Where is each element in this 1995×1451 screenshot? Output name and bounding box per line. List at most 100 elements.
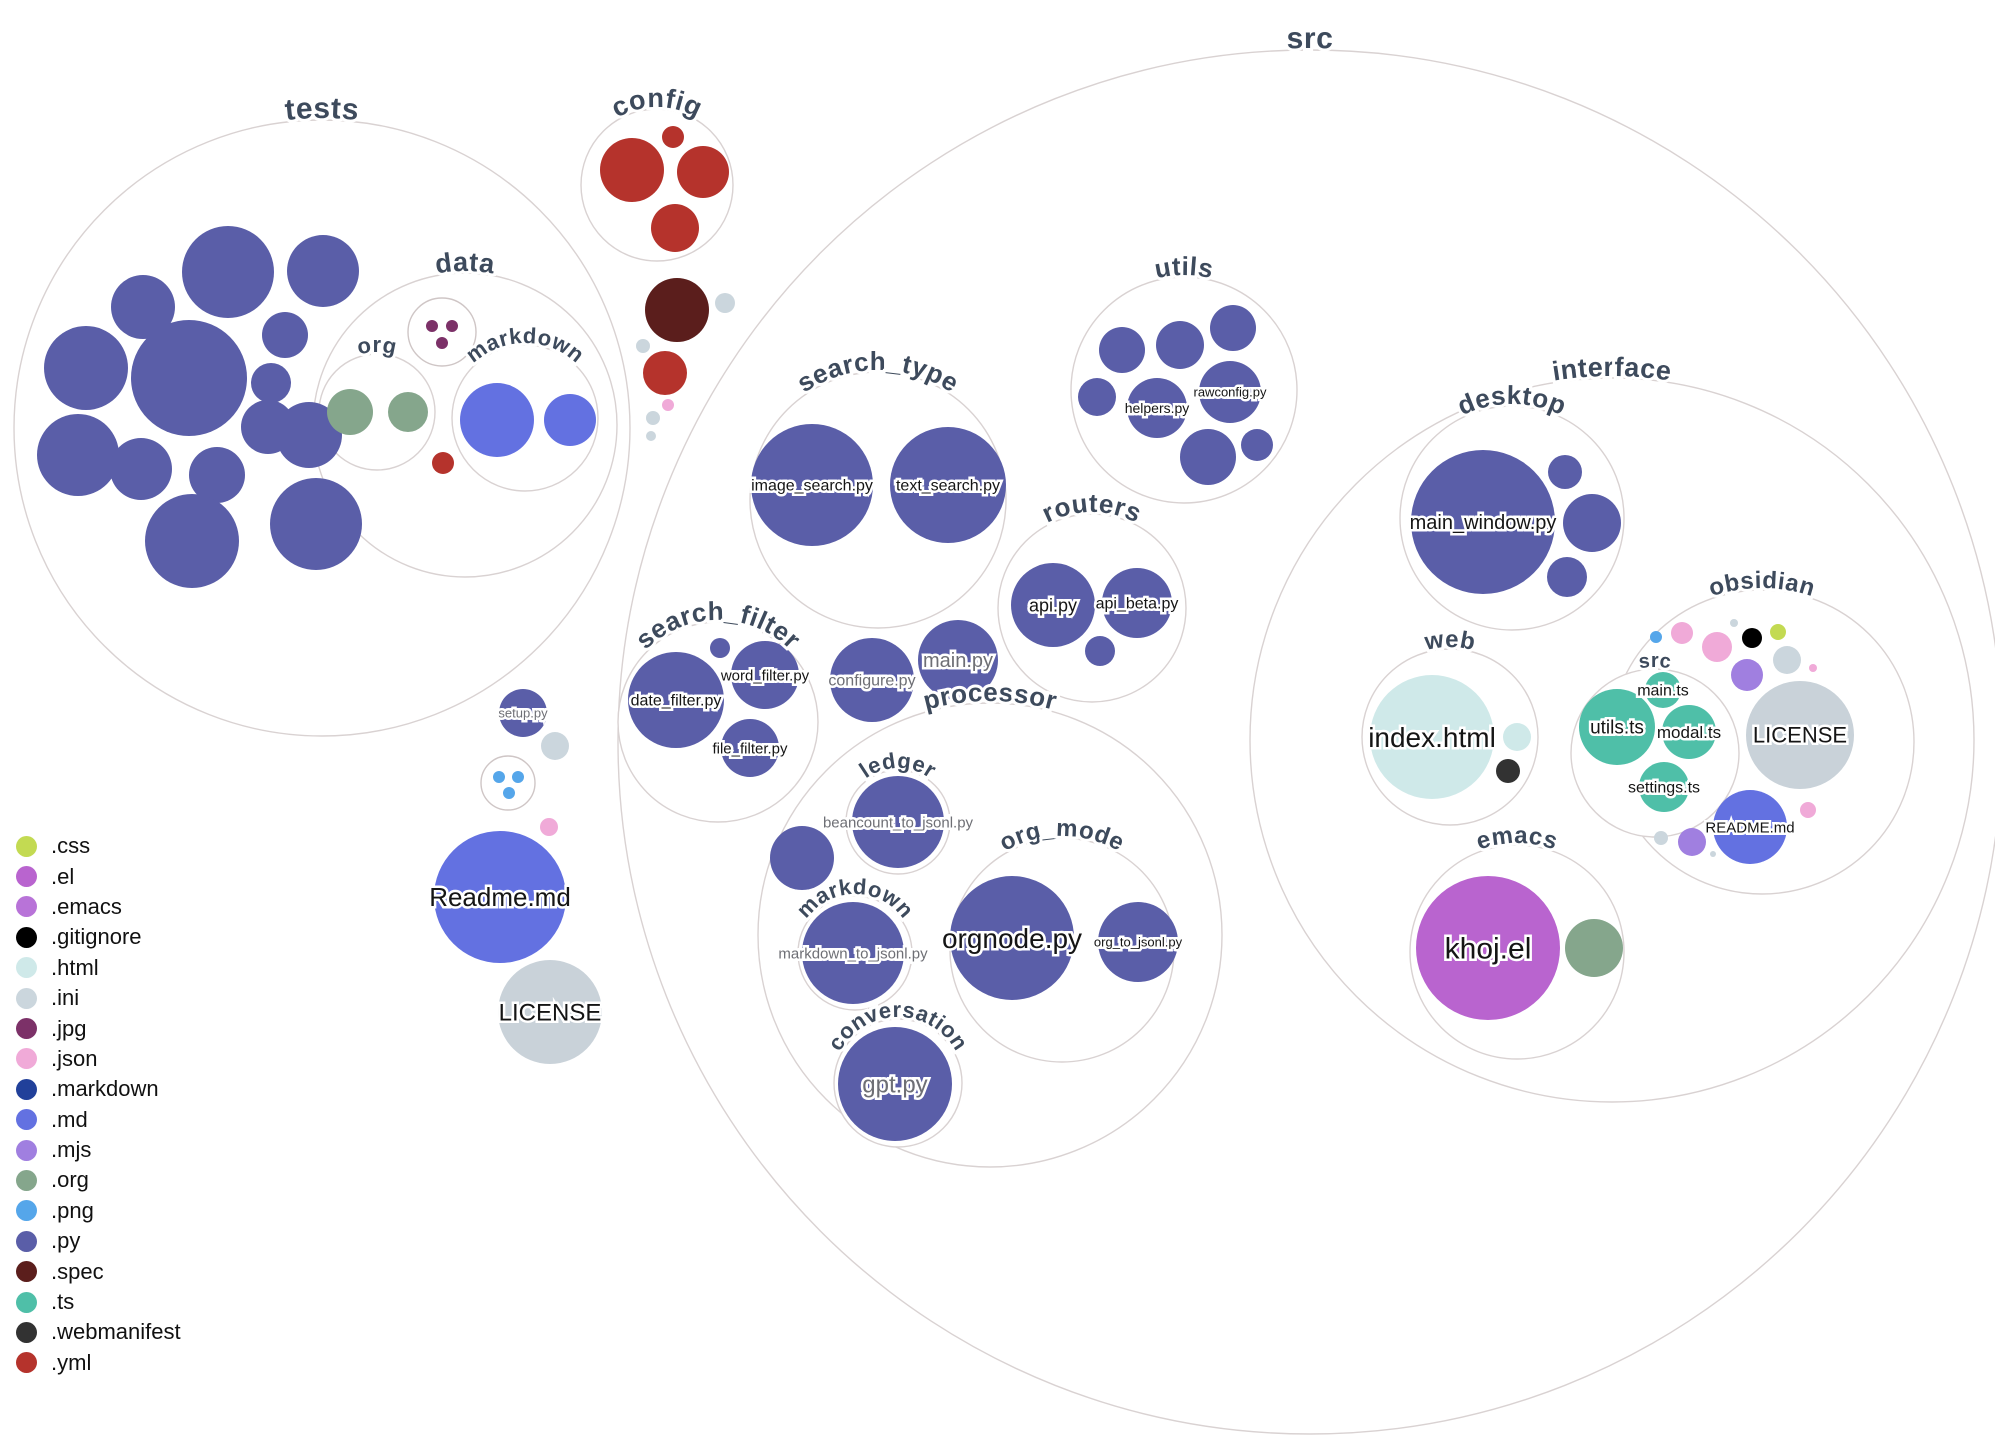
file-circle-webmanifest-file[interactable] (1496, 759, 1520, 783)
file-circle-ini-file[interactable] (1654, 831, 1668, 845)
file-circle-main_window.py[interactable] (1411, 450, 1555, 594)
file-circle-ini-file[interactable] (1730, 619, 1738, 627)
file-circle-main.ts[interactable] (1645, 672, 1681, 708)
file-circle-py-file[interactable] (1548, 455, 1582, 489)
file-circle-ini-file[interactable] (636, 339, 650, 353)
file-circle-py-file[interactable] (145, 494, 239, 588)
file-circle-ini-file[interactable] (646, 411, 660, 425)
file-circle-markdown_to_jsonl.py[interactable] (802, 902, 904, 1004)
folder-circle-data-jpg-group[interactable] (407, 297, 477, 367)
file-circle-ini-file[interactable] (1710, 851, 1716, 857)
file-circle-py-file[interactable] (110, 438, 172, 500)
file-circle-text_search.py[interactable] (890, 427, 1006, 543)
file-circle-yml-file[interactable] (643, 351, 687, 395)
file-circle-file_filter.py[interactable] (721, 719, 779, 777)
file-circle-ini-file[interactable] (541, 732, 569, 760)
file-circle-py-file[interactable] (770, 826, 834, 890)
file-circle-py-file[interactable] (1547, 557, 1587, 597)
file-label-word_filter.py: word_filter.py (720, 667, 810, 684)
file-circle-py-file[interactable] (1085, 636, 1115, 666)
file-circle-py-file[interactable] (1099, 327, 1145, 373)
file-circle-png-file[interactable] (493, 771, 505, 783)
file-circle-mjs-file[interactable] (1678, 828, 1706, 856)
file-circle-gitignore-file[interactable] (1742, 628, 1762, 648)
file-circle-py-file[interactable] (44, 326, 128, 410)
file-circle-py-file[interactable] (1210, 305, 1256, 351)
file-circle-Readme.md[interactable] (434, 831, 566, 963)
file-circle-png-file[interactable] (512, 771, 524, 783)
file-circle-md-file[interactable] (544, 394, 596, 446)
file-circle-spec-file[interactable] (645, 278, 709, 342)
file-circle-configure.py[interactable] (830, 638, 914, 722)
file-circle-date_filter.py[interactable] (628, 652, 724, 748)
file-circle-json-file[interactable] (1702, 632, 1732, 662)
file-circle-ini-file[interactable] (1773, 646, 1801, 674)
file-circle-py-file[interactable] (262, 312, 308, 358)
file-circle-ini-file[interactable] (715, 293, 735, 313)
file-circle-yml-file[interactable] (432, 452, 454, 474)
file-circle-py-file[interactable] (1241, 429, 1273, 461)
file-circle-README.md[interactable] (1713, 790, 1787, 864)
file-circle-css-file[interactable] (1770, 624, 1786, 640)
file-circle-api.py[interactable] (1011, 563, 1095, 647)
file-circle-utils.ts[interactable] (1579, 689, 1655, 765)
file-circle-png-file[interactable] (1650, 631, 1662, 643)
file-circle-jpg-file[interactable] (426, 320, 438, 332)
file-circle-py-file[interactable] (37, 414, 119, 496)
file-circle-py-file[interactable] (1563, 494, 1621, 552)
file-circle-py-file[interactable] (287, 235, 359, 307)
file-circle-org-file[interactable] (388, 392, 428, 432)
file-circle-py-file[interactable] (276, 402, 342, 468)
file-circle-LICENSE[interactable] (498, 960, 602, 1064)
file-circle-html-file[interactable] (1503, 723, 1531, 751)
file-circle-json-file[interactable] (1809, 664, 1817, 672)
file-circle-api_beta.py[interactable] (1102, 568, 1172, 638)
file-circle-word_filter.py[interactable] (731, 641, 799, 709)
file-circle-modal.ts[interactable] (1662, 705, 1716, 759)
file-circle-mjs-file[interactable] (1731, 659, 1763, 691)
folder-label-interface-web: web (1422, 626, 1478, 656)
folder-circle-root-png-group[interactable] (480, 755, 536, 811)
file-circle-py-file[interactable] (189, 447, 245, 503)
file-circle-ini-file[interactable] (646, 431, 656, 441)
file-circle-py-file[interactable] (1078, 378, 1116, 416)
file-circle-jpg-file[interactable] (436, 337, 448, 349)
file-circle-py-file[interactable] (1156, 321, 1204, 369)
file-circle-setup.py[interactable] (499, 689, 547, 737)
file-circle-settings.ts[interactable] (1639, 762, 1689, 812)
file-circle-orgnode.py[interactable] (950, 876, 1074, 1000)
file-circle-yml-file[interactable] (662, 126, 684, 148)
file-circle-org-file[interactable] (327, 389, 373, 435)
file-circle-org-file[interactable] (1565, 919, 1623, 977)
file-circle-json-file[interactable] (540, 818, 558, 836)
file-circle-png-file[interactable] (503, 787, 515, 799)
file-circle-md-file[interactable] (460, 383, 534, 457)
file-circle-main.py[interactable] (918, 620, 998, 700)
file-circle-khoj.el[interactable] (1416, 876, 1560, 1020)
file-circle-json-file[interactable] (662, 399, 674, 411)
file-circle-py-file[interactable] (270, 478, 362, 570)
file-circle-py-file[interactable] (710, 638, 730, 658)
file-circle-py-file[interactable] (251, 363, 291, 403)
file-circle-py-file[interactable] (182, 226, 274, 318)
file-circle-beancount_to_jsonl.py[interactable] (852, 776, 944, 868)
file-circle-json-file[interactable] (1800, 802, 1816, 818)
file-circle-py-file[interactable] (111, 275, 175, 339)
file-circle-json-file[interactable] (1671, 622, 1693, 644)
legend-item-json: .json (16, 1044, 181, 1074)
file-circle-image_search.py[interactable] (751, 424, 873, 546)
file-circle-org_to_jsonl.py[interactable] (1098, 902, 1178, 982)
file-circle-helpers.py[interactable] (1127, 378, 1187, 438)
file-circle-LICENSE[interactable] (1746, 681, 1854, 789)
legend-label: .css (51, 833, 91, 859)
file-circle-rawconfig.py[interactable] (1199, 361, 1261, 423)
file-circle-py-file[interactable] (1180, 429, 1236, 485)
file-circle-jpg-file[interactable] (446, 320, 458, 332)
file-circle-yml-file[interactable] (677, 146, 729, 198)
file-circle-index.html[interactable] (1370, 675, 1494, 799)
file-circle-yml-file[interactable] (600, 138, 664, 202)
legend-color-dot (16, 1200, 37, 1222)
file-circle-yml-file[interactable] (651, 204, 699, 252)
file-circle-gpt.py[interactable] (838, 1027, 952, 1141)
file-circle-py-file[interactable] (131, 320, 247, 436)
